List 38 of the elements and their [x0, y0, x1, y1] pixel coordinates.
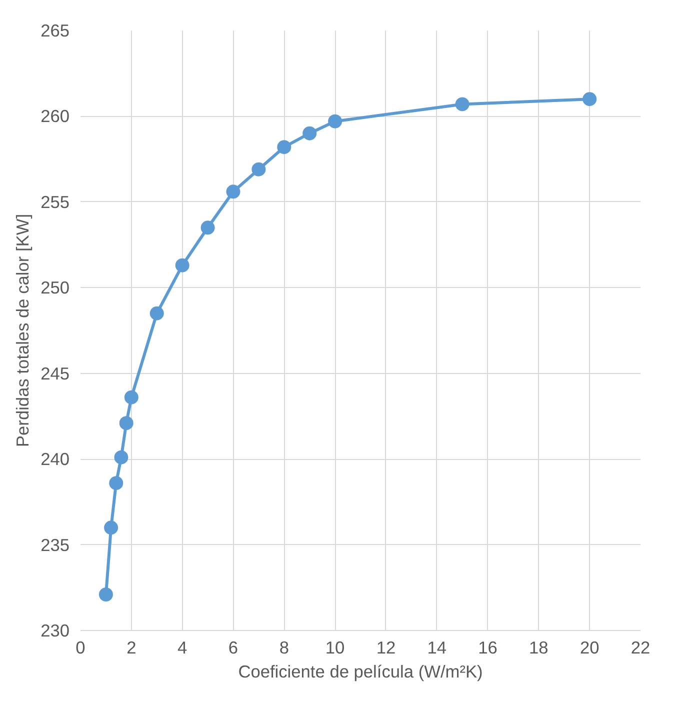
- y-tick-label: 240: [40, 449, 70, 470]
- x-tick-label: 2: [126, 638, 136, 658]
- point: [226, 184, 240, 199]
- y-tick-label: 235: [40, 534, 70, 555]
- x-tick-label: 4: [178, 638, 188, 658]
- y-tick-label: 245: [40, 363, 70, 384]
- point: [104, 520, 118, 535]
- point: [200, 220, 215, 235]
- point: [150, 306, 164, 320]
- y-tick-label: 230: [40, 620, 70, 640]
- x-tick-label: 20: [580, 638, 600, 658]
- point: [277, 140, 292, 154]
- x-axis-title: Coeficiente de película (W/m²K): [238, 662, 483, 682]
- point: [252, 162, 266, 176]
- point: [98, 588, 113, 602]
- point: [582, 92, 597, 106]
- y-tick-label: 265: [40, 20, 70, 40]
- point: [109, 476, 124, 490]
- x-tick-label: 22: [630, 638, 650, 658]
- y-tick-label: 250: [40, 278, 70, 298]
- y-tick-label: 255: [40, 192, 70, 212]
- point: [114, 450, 128, 464]
- point: [119, 416, 134, 430]
- x-tick-label: 12: [376, 638, 396, 658]
- point: [124, 390, 138, 404]
- x-tick-label: 8: [279, 638, 289, 658]
- x-tick-label: 14: [427, 638, 447, 658]
- x-tick-label: 16: [478, 638, 498, 658]
- y-tick-label: 260: [40, 106, 70, 126]
- x-tick-label: 6: [228, 638, 238, 658]
- x-tick-label: 18: [529, 638, 548, 658]
- point: [302, 126, 317, 140]
- point: [175, 258, 190, 272]
- point: [455, 97, 470, 112]
- x-tick-label: 0: [76, 638, 86, 658]
- y-axis-title: Perdidas totales de calor [KW]: [12, 214, 33, 448]
- point: [328, 114, 342, 128]
- x-tick-label: 10: [325, 638, 345, 658]
